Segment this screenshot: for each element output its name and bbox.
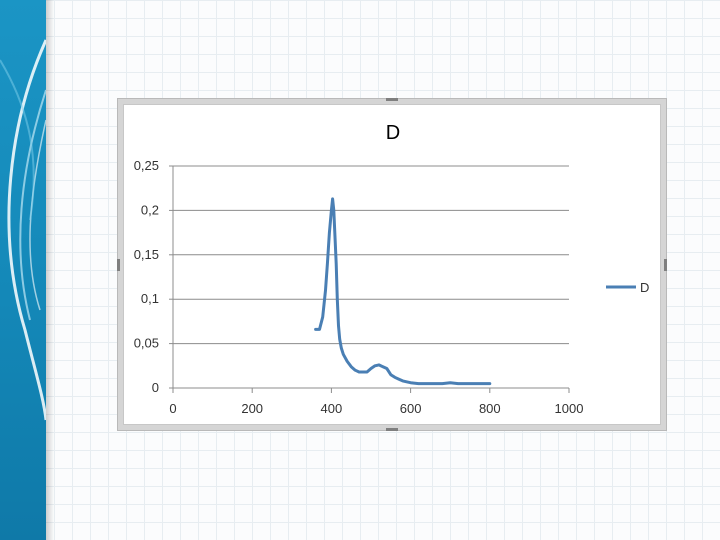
resize-handle-bottom[interactable] xyxy=(386,428,398,431)
x-tick-label: 600 xyxy=(400,401,422,416)
x-tick-label: 800 xyxy=(479,401,501,416)
series-lines xyxy=(314,197,492,386)
tick-labels: 0 0,05 0,1 0,15 0,2 0,25 0 200 400 600 800 1000 xyxy=(134,158,584,416)
y-tick-label: 0,2 xyxy=(141,202,159,217)
x-tick-label: 0 xyxy=(169,401,176,416)
side-wave-decoration xyxy=(0,39,46,421)
series-line-D xyxy=(314,197,492,386)
resize-handle-left[interactable] xyxy=(117,259,120,271)
resize-handle-top[interactable] xyxy=(386,98,398,101)
y-tick-label: 0,25 xyxy=(134,158,159,173)
y-tick-label: 0,05 xyxy=(134,336,159,351)
side-decoration-band xyxy=(0,0,46,540)
legend: D xyxy=(606,280,649,295)
x-tick-label: 200 xyxy=(241,401,263,416)
chart-area[interactable] xyxy=(123,104,661,425)
y-tick-label: 0 xyxy=(152,380,159,395)
gridlines xyxy=(173,165,569,345)
axes xyxy=(169,165,570,393)
chart-title: D xyxy=(386,122,400,144)
x-tick-label: 1000 xyxy=(555,401,584,416)
y-tick-label: 0,15 xyxy=(134,247,159,262)
legend-label: D xyxy=(640,280,649,295)
chart-frame[interactable] xyxy=(117,98,667,431)
x-tick-label: 400 xyxy=(321,401,343,416)
side-band-shadow xyxy=(46,0,54,540)
resize-handle-right[interactable] xyxy=(664,259,667,271)
y-tick-label: 0,1 xyxy=(141,291,159,306)
